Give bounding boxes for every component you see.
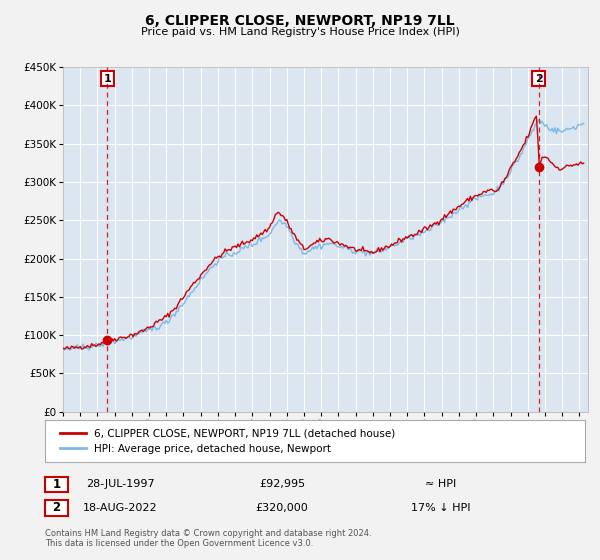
Text: 1: 1 (52, 478, 61, 491)
Text: 6, CLIPPER CLOSE, NEWPORT, NP19 7LL: 6, CLIPPER CLOSE, NEWPORT, NP19 7LL (145, 14, 455, 28)
Text: 17% ↓ HPI: 17% ↓ HPI (411, 503, 471, 513)
Text: 1: 1 (104, 74, 111, 83)
Text: This data is licensed under the Open Government Licence v3.0.: This data is licensed under the Open Gov… (45, 539, 313, 548)
Text: 2: 2 (52, 501, 61, 515)
Text: £92,995: £92,995 (259, 479, 305, 489)
Text: ≈ HPI: ≈ HPI (425, 479, 457, 489)
Text: 2: 2 (535, 74, 542, 83)
Legend: 6, CLIPPER CLOSE, NEWPORT, NP19 7LL (detached house), HPI: Average price, detach: 6, CLIPPER CLOSE, NEWPORT, NP19 7LL (det… (56, 424, 400, 458)
Text: Contains HM Land Registry data © Crown copyright and database right 2024.: Contains HM Land Registry data © Crown c… (45, 529, 371, 538)
Text: 18-AUG-2022: 18-AUG-2022 (83, 503, 157, 513)
Text: £320,000: £320,000 (256, 503, 308, 513)
Text: Price paid vs. HM Land Registry's House Price Index (HPI): Price paid vs. HM Land Registry's House … (140, 27, 460, 37)
Text: 28-JUL-1997: 28-JUL-1997 (86, 479, 154, 489)
